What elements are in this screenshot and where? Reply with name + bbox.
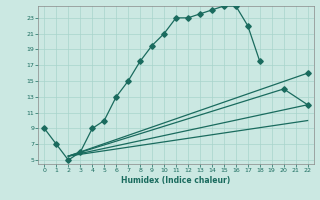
- X-axis label: Humidex (Indice chaleur): Humidex (Indice chaleur): [121, 176, 231, 185]
